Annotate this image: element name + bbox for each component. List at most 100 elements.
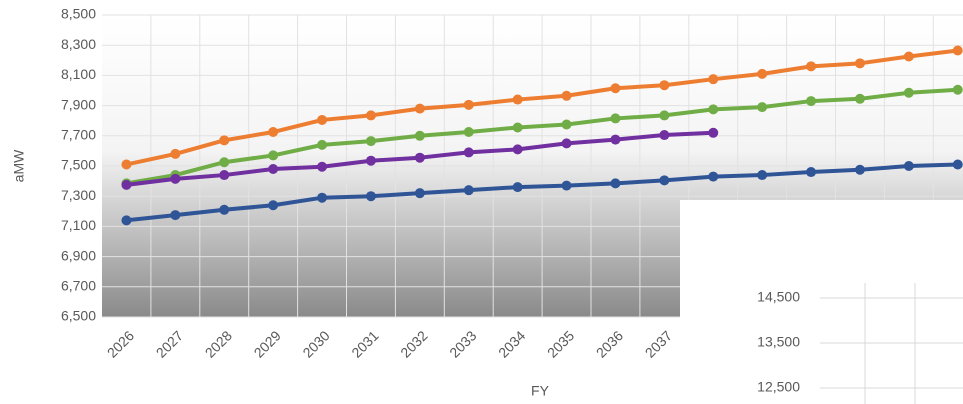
- x-tick-label: 2032: [397, 327, 430, 360]
- data-point: [219, 135, 230, 146]
- x-tick-label: 2033: [446, 327, 479, 360]
- data-point: [121, 215, 132, 226]
- second-chart: 12,500 13,500 14,500: [757, 283, 963, 404]
- series-line: [126, 48, 958, 167]
- data-point: [806, 96, 817, 107]
- data-point: [414, 130, 425, 141]
- x-axis-title: FY: [531, 383, 550, 399]
- data-point: [512, 144, 523, 155]
- y-tick-label: 8,300: [61, 36, 96, 52]
- data-point: [268, 164, 279, 175]
- data-point: [854, 164, 865, 175]
- y-tick-label: 8,500: [61, 6, 96, 22]
- data-point: [561, 119, 572, 130]
- overlay-window: [680, 200, 963, 404]
- data-point: [512, 182, 523, 193]
- data-point: [365, 155, 376, 166]
- y-tick-label: 7,100: [61, 217, 96, 233]
- data-point: [561, 90, 572, 101]
- y-tick-label: 8,100: [61, 66, 96, 82]
- y-axis-title: aMW: [11, 149, 27, 182]
- x-tick-label: 2034: [495, 327, 528, 360]
- y-tick-label: 7,900: [61, 96, 96, 112]
- data-point: [903, 161, 914, 171]
- data-point: [365, 136, 376, 147]
- data-point: [170, 210, 181, 221]
- x-tick-label: 2036: [593, 327, 626, 360]
- data-point: [463, 185, 474, 196]
- y-tick-label: 6,700: [61, 278, 96, 294]
- data-point: [219, 157, 230, 168]
- data-point: [268, 150, 279, 161]
- data-point: [659, 110, 670, 121]
- data-point: [708, 127, 719, 138]
- series-line: [126, 162, 958, 223]
- data-point: [219, 170, 230, 181]
- data-point: [659, 175, 670, 186]
- data-point: [121, 179, 132, 190]
- x-tick-label: 2028: [202, 327, 235, 360]
- data-point: [854, 58, 865, 69]
- data-point: [317, 192, 328, 203]
- y-tick-label: 6,900: [61, 247, 96, 263]
- data-point: [854, 93, 865, 104]
- data-point: [121, 159, 132, 170]
- x-tick-label: 2026: [104, 327, 137, 360]
- y-tick-label: 12,500: [757, 379, 800, 395]
- data-point: [610, 113, 621, 124]
- data-point: [757, 170, 768, 181]
- y-tick-label: 6,500: [61, 308, 96, 324]
- data-point: [512, 122, 523, 133]
- data-point: [317, 161, 328, 172]
- data-point: [806, 167, 817, 178]
- data-point: [463, 127, 474, 138]
- data-point: [708, 74, 719, 85]
- x-tick-label: 2029: [251, 327, 284, 360]
- x-tick-label: 2030: [299, 327, 332, 360]
- data-point: [610, 178, 621, 189]
- data-point: [708, 104, 719, 115]
- data-point: [952, 45, 963, 56]
- main-chart: 6,500 6,700 6,900 7,100 7,300 7,500 7,700 7,900…: [61, 6, 963, 361]
- y-tick-label: 7,300: [61, 187, 96, 203]
- y-tick-label: 7,700: [61, 127, 96, 143]
- data-point: [561, 180, 572, 191]
- y-tick-label: 7,500: [61, 157, 96, 173]
- data-point: [463, 99, 474, 110]
- data-point: [903, 51, 914, 62]
- x-tick-label: 2031: [348, 327, 381, 360]
- x-tick-label: 2027: [153, 327, 186, 360]
- data-point: [512, 94, 523, 105]
- data-point: [170, 148, 181, 159]
- data-point: [757, 102, 768, 113]
- data-point: [659, 130, 670, 141]
- data-point: [219, 204, 230, 215]
- data-point: [610, 83, 621, 94]
- data-point: [806, 61, 817, 72]
- data-point: [708, 171, 719, 182]
- y-tick-label: 14,500: [757, 289, 800, 305]
- data-point: [365, 191, 376, 202]
- data-point: [952, 159, 963, 170]
- data-point: [268, 200, 279, 211]
- data-point: [952, 84, 963, 95]
- data-point: [317, 114, 328, 125]
- x-tick-label: 2037: [642, 327, 675, 360]
- data-point: [414, 188, 425, 199]
- data-point: [757, 68, 768, 79]
- data-point: [414, 103, 425, 114]
- data-point: [414, 152, 425, 163]
- data-point: [903, 87, 914, 98]
- x-tick-label: 2035: [544, 327, 577, 360]
- y-tick-label: 13,500: [757, 334, 800, 350]
- data-point: [561, 138, 572, 149]
- data-point: [610, 134, 621, 145]
- data-point: [317, 139, 328, 150]
- data-point: [463, 147, 474, 158]
- data-point: [365, 110, 376, 121]
- data-point: [170, 173, 181, 184]
- series-line: [126, 87, 958, 186]
- data-point: [659, 80, 670, 91]
- data-point: [268, 127, 279, 138]
